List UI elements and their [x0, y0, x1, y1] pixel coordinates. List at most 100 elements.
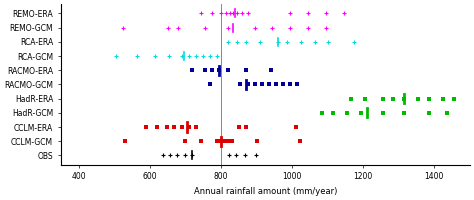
Point	[242, 40, 249, 43]
Point	[182, 140, 189, 143]
Point	[153, 125, 161, 129]
Point	[222, 12, 230, 15]
Point	[225, 140, 232, 143]
Point	[244, 83, 251, 86]
Point	[322, 26, 329, 29]
Point	[267, 69, 274, 72]
Point	[269, 26, 276, 29]
Point	[201, 26, 209, 29]
Point	[229, 12, 237, 15]
Point	[340, 12, 347, 15]
Point	[112, 54, 120, 58]
Point	[165, 54, 173, 58]
Point	[185, 125, 192, 129]
Point	[170, 125, 178, 129]
Point	[443, 111, 450, 114]
Point	[286, 12, 294, 15]
Point	[228, 140, 236, 143]
Point	[178, 125, 185, 129]
Point	[292, 125, 300, 129]
Point	[329, 111, 337, 114]
Point	[400, 111, 408, 114]
Point	[286, 83, 294, 86]
Point	[253, 140, 261, 143]
Point	[217, 140, 225, 143]
Point	[400, 97, 408, 100]
Point	[439, 97, 447, 100]
Point	[304, 26, 312, 29]
Point	[293, 83, 301, 86]
Point	[233, 40, 241, 43]
Point	[174, 26, 182, 29]
Point	[390, 97, 397, 100]
Point	[221, 140, 229, 143]
Point	[163, 125, 171, 129]
Point	[159, 154, 167, 157]
Point	[241, 154, 249, 157]
Point	[217, 12, 225, 15]
Point	[224, 40, 232, 43]
Point	[166, 154, 174, 157]
Point	[319, 111, 326, 114]
Point	[119, 26, 127, 29]
Point	[192, 125, 200, 129]
Point	[242, 69, 249, 72]
Point	[251, 26, 258, 29]
Point	[252, 154, 259, 157]
Point	[243, 125, 250, 129]
Point	[304, 12, 312, 15]
Point	[201, 69, 209, 72]
Point	[425, 97, 433, 100]
Point	[151, 54, 159, 58]
Point	[251, 83, 258, 86]
Point	[198, 12, 205, 15]
Point	[324, 40, 331, 43]
Point	[343, 111, 351, 114]
Point	[450, 97, 457, 100]
Point	[379, 97, 386, 100]
Point	[206, 83, 214, 86]
Point	[208, 69, 216, 72]
Point	[224, 26, 232, 29]
Point	[199, 54, 207, 58]
Point	[286, 26, 294, 29]
Point	[379, 111, 386, 114]
Point	[181, 154, 188, 157]
Point	[272, 83, 280, 86]
Point	[258, 83, 265, 86]
Point	[225, 154, 232, 157]
Point	[206, 54, 214, 58]
Point	[350, 40, 358, 43]
Point	[311, 40, 319, 43]
Point	[235, 125, 242, 129]
Point	[198, 140, 205, 143]
Point	[238, 12, 246, 15]
X-axis label: Annual rainfall amount (mm/year): Annual rainfall amount (mm/year)	[194, 187, 337, 196]
Point	[134, 54, 141, 58]
Point	[178, 54, 185, 58]
Point	[256, 40, 264, 43]
Point	[208, 12, 216, 15]
Point	[233, 12, 241, 15]
Point	[361, 97, 369, 100]
Point	[322, 12, 329, 15]
Point	[265, 83, 273, 86]
Point	[297, 40, 305, 43]
Point	[296, 140, 304, 143]
Point	[164, 26, 171, 29]
Point	[142, 125, 150, 129]
Point	[425, 111, 433, 114]
Point	[274, 40, 282, 43]
Point	[224, 69, 232, 72]
Point	[414, 97, 422, 100]
Point	[232, 154, 239, 157]
Point	[357, 111, 365, 114]
Point	[244, 12, 251, 15]
Point	[283, 40, 291, 43]
Point	[189, 154, 196, 157]
Point	[237, 83, 244, 86]
Point	[213, 54, 221, 58]
Point	[213, 140, 221, 143]
Point	[173, 154, 181, 157]
Point	[192, 54, 200, 58]
